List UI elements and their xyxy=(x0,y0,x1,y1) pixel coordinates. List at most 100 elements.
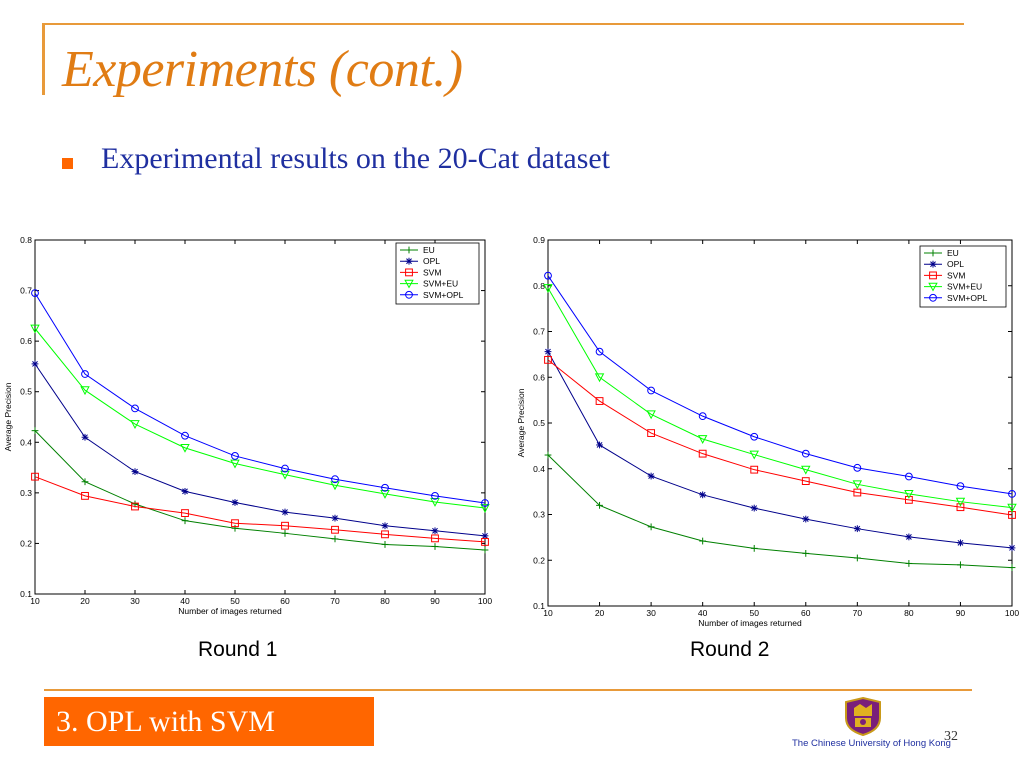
data-point-opl-d xyxy=(232,499,238,506)
y-tick-label: 0.2 xyxy=(20,538,32,548)
legend-marker-svm xyxy=(929,271,937,280)
y-tick-label: 0.3 xyxy=(20,488,32,498)
data-point-eu xyxy=(381,541,389,548)
data-point-svm xyxy=(31,472,39,481)
data-point-svm-plus-eu xyxy=(955,497,966,507)
y-tick-label: 0.1 xyxy=(533,601,545,611)
data-point-svm-plus-opl xyxy=(956,482,965,491)
page-number: 32 xyxy=(944,729,958,744)
data-point-opl-d xyxy=(332,515,338,522)
data-point-opl xyxy=(81,433,89,441)
y-tick-label: 0.7 xyxy=(533,327,545,337)
data-point-eu xyxy=(481,546,489,554)
data-point-eu xyxy=(699,537,707,545)
data-point-eu xyxy=(31,427,39,435)
data-point-svm-plus-opl xyxy=(381,483,389,492)
data-point-opl-d xyxy=(905,534,912,540)
y-tick-label: 0.7 xyxy=(20,286,32,296)
data-point-svm-plus-opl xyxy=(595,347,604,356)
x-tick-label: 60 xyxy=(801,608,811,618)
data-point-svm xyxy=(698,449,707,458)
series-opl xyxy=(31,360,489,540)
x-tick-label: 70 xyxy=(853,608,863,618)
chart-round-1: 10 20 30 40 50 60 70 80 90 100 0.1 0.2 0.3 0.4 0.5 0.6 0… xyxy=(3,235,492,616)
data-point-eu xyxy=(853,554,861,562)
chart-caption-round-1: Round 1 xyxy=(198,638,278,661)
x-tick-label: 30 xyxy=(646,608,656,618)
legend-label-opl: OPL xyxy=(423,256,440,266)
data-point-svm-plus-opl xyxy=(481,499,489,507)
data-point-svm-plus-eu xyxy=(280,470,290,480)
legend-box xyxy=(395,242,480,305)
legend-marker-eu xyxy=(405,246,413,254)
data-point-opl xyxy=(31,360,39,368)
data-point-svm-plus-opl xyxy=(647,386,656,395)
series-svm-plus-opl xyxy=(31,289,489,507)
y-axis-label: Average Precision xyxy=(516,388,526,457)
data-point-svm xyxy=(281,521,289,530)
data-point-svm-plus-eu xyxy=(697,435,708,444)
y-tick-label: 0.9 xyxy=(533,235,545,245)
legend-marker-opl-d xyxy=(930,261,936,268)
legend-label-eu: EU xyxy=(423,245,435,255)
data-point-svm-plus-opl xyxy=(281,464,289,473)
data-point-eu xyxy=(905,560,913,567)
legend-marker-opl-d xyxy=(406,258,412,265)
data-point-svm-plus-opl xyxy=(853,463,862,472)
x-tick-label: 20 xyxy=(595,608,605,618)
data-point-eu xyxy=(431,543,439,550)
x-tick-label: 50 xyxy=(230,596,240,606)
x-tick-label: 90 xyxy=(956,608,966,618)
data-point-opl xyxy=(1008,544,1016,552)
data-point-opl-d xyxy=(482,532,488,539)
data-point-svm xyxy=(904,495,913,504)
series-line-svm-plus-eu xyxy=(34,328,486,509)
series-svm-plus-eu xyxy=(543,284,1017,513)
data-point-opl-d xyxy=(432,527,438,534)
series-line-opl xyxy=(547,351,1013,549)
data-point-svm xyxy=(331,525,339,534)
data-point-svm-plus-opl xyxy=(544,271,552,280)
title-frame-top-line xyxy=(44,23,964,25)
x-tick-label: 10 xyxy=(30,596,40,606)
x-tick-label: 90 xyxy=(430,596,440,606)
x-tick-label: 30 xyxy=(130,596,140,606)
data-point-opl-d xyxy=(545,348,551,355)
data-point-eu xyxy=(181,517,189,525)
legend-marker-svm-plus-eu xyxy=(404,279,414,289)
university-name: The Chinese University of Hong Kong xyxy=(792,738,951,749)
legend-marker-svm-plus-eu xyxy=(928,282,938,292)
data-point-svm-plus-opl xyxy=(181,431,189,440)
data-point-opl-d xyxy=(854,525,861,532)
data-point-svm xyxy=(431,534,439,543)
chart-round-2: 10 20 30 40 50 60 70 80 90 100 0.1 0.2 0.3 0.4 0.5 0.6 0… xyxy=(516,235,1019,628)
data-point-svm-plus-eu xyxy=(230,459,240,469)
series-opl xyxy=(544,348,1016,552)
data-point-opl xyxy=(131,468,139,476)
data-point-opl xyxy=(853,525,861,533)
legend-label-eu: EU xyxy=(947,248,959,258)
y-tick-label: 0.4 xyxy=(533,464,545,474)
data-point-opl xyxy=(957,539,964,547)
data-point-opl xyxy=(905,533,913,541)
data-point-svm xyxy=(801,477,810,486)
data-point-opl-d xyxy=(382,522,388,529)
data-point-opl-d xyxy=(802,516,809,522)
slide-title: Experiments (cont.) xyxy=(62,41,463,98)
legend-label-svm-plus-opl: SVM+OPL xyxy=(423,290,464,300)
data-point-svm-plus-eu xyxy=(646,410,656,420)
x-tick-label: 80 xyxy=(904,608,914,618)
data-point-svm-plus-eu xyxy=(480,504,490,513)
data-point-opl xyxy=(596,441,603,449)
title-frame-left-line xyxy=(42,23,45,95)
y-tick-label: 0.8 xyxy=(533,281,545,291)
data-point-svm-plus-eu xyxy=(130,420,140,430)
x-tick-label: 40 xyxy=(698,608,708,618)
footer-divider xyxy=(44,689,972,691)
series-svm xyxy=(31,472,489,546)
data-point-opl-d xyxy=(282,509,288,515)
data-point-opl xyxy=(802,515,810,523)
y-tick-label: 0.1 xyxy=(20,589,32,599)
